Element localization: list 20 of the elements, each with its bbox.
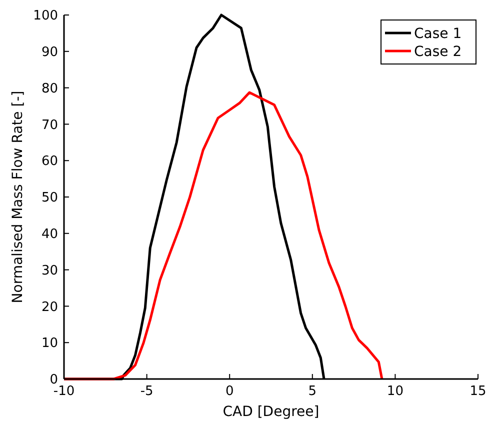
x-tick-label: -5 xyxy=(140,384,154,399)
x-tick-label: 15 xyxy=(470,384,486,399)
y-tick-label: 80 xyxy=(41,81,58,96)
y-tick-label: 10 xyxy=(41,336,58,352)
y-axis-title: Normalised Mass Flow Rate [-] xyxy=(10,90,26,304)
y-tick-label: 30 xyxy=(41,263,58,278)
y-tick-label: 100 xyxy=(33,8,58,24)
y-tick-label: 40 xyxy=(41,226,58,242)
y-tick-label: 70 xyxy=(41,118,58,133)
y-tick-label: 60 xyxy=(41,154,58,170)
x-axis-title: CAD [Degree] xyxy=(222,404,320,420)
legend-label: Case 1 xyxy=(414,26,462,42)
x-tick-label: 5 xyxy=(308,384,317,399)
y-tick-label: 20 xyxy=(41,300,58,315)
x-tick-label: 0 xyxy=(225,384,234,399)
x-tick-label: 10 xyxy=(386,384,404,399)
line-series xyxy=(62,91,384,380)
legend-label: Case 2 xyxy=(414,44,462,60)
y-tick-label: 50 xyxy=(41,190,58,206)
y-tick-label: 90 xyxy=(41,44,58,60)
